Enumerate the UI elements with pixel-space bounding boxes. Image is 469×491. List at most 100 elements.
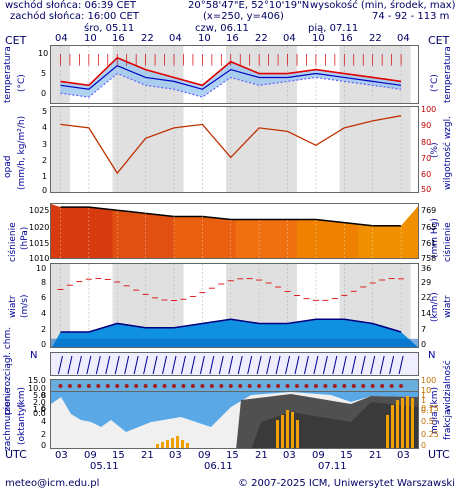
hour-bot-8: 03 [283,450,296,461]
wind-tick-6: 6 [41,293,47,302]
wind-arrow [199,355,205,375]
pressure-column [112,204,129,258]
temp-tick-5: 5 [41,69,47,78]
night-band [226,107,297,192]
wind-arrow [67,355,73,375]
wind-arrow [95,355,101,375]
hour-bot-10: 15 [340,450,353,461]
wind-arrow [332,355,338,375]
cloud-top-dot [200,384,205,388]
humidity-tick-80: 80 [421,138,432,147]
hour-top-3: 22 [141,33,154,44]
precip-tick-2: 2 [42,156,48,165]
fog-tick-05: 0.5 [421,417,434,426]
hour-bot-7: 21 [255,450,268,461]
wind-arrow [209,355,215,375]
day-label-3: pią, 07.11 [308,23,359,34]
fog-bar [181,440,184,448]
contact-email[interactable]: meteo@icm.edu.pl [5,478,100,489]
cloud-top-dot [181,384,186,388]
winddir-bg [51,353,418,375]
clouds-tick-4: 4 [41,417,47,426]
wind-tick-0-kmh: 0 [421,340,427,349]
cloud-top-dot [190,384,195,388]
fog-bar [396,400,399,448]
fog-bar [276,420,279,448]
cloud-top-dot [238,384,243,388]
wind-arrow [228,355,234,375]
cloud-top-dot [370,384,375,388]
humidity-unit-right: (%) [430,142,440,158]
vis-tick-01: 0.1 [421,406,434,415]
wind-panel [50,263,419,348]
cloud-top-dot [105,384,110,388]
wind-tick-22: 22 [421,293,432,302]
fog-bar [296,420,299,448]
hour-top-10: 16 [340,33,353,44]
hour-bot-11: 21 [369,450,382,461]
precip-unit-left: (mm/h, kg/m²/h) [17,115,27,190]
fog-bar [171,438,174,448]
wind-arrow [285,355,291,375]
compass-label-right: N [428,351,435,361]
cloud-top-dot [67,384,72,388]
wind-label-right: wiatr [443,295,453,318]
sunrise-text: wschód słońca: 06:39 CET [5,0,136,11]
wind-tick-0: 0 [41,340,47,349]
altitude-value: 74 - 92 - 113 m [372,11,450,22]
wind-arrow [152,355,158,375]
cloud-top-dot [209,384,214,388]
cloud-top-dot [247,384,252,388]
day-label-2: czw, 06.11 [195,23,249,34]
fog-bar [291,412,294,448]
wind-arrow [105,355,111,375]
cloud-top-dot [351,384,356,388]
wind-tick-7: 7 [421,325,427,334]
pressure-tick-758: 758 [421,254,437,263]
pressure-column [81,204,99,258]
wind-label-left: wiatr [8,295,18,318]
cloud-top-dot [86,384,91,388]
pressure-tick-1020: 1020 [29,223,50,232]
wind-arrow [143,355,149,375]
day-bot-1: 05.11 [90,461,119,472]
pressure-tick-765: 765 [421,223,437,232]
precip-tick-3: 3 [42,140,48,149]
wind-arrow [76,355,82,375]
cloud-top-dot [285,384,290,388]
fog-bar [391,405,394,448]
fog-bar [156,444,159,448]
fog-tick-0: 0 [421,441,427,450]
hour-top-11: 22 [369,33,382,44]
fog-label-right: frakcja [443,409,453,440]
fog-tick-1: 1 [421,391,427,400]
cloud-top-dot [172,384,176,388]
night-band [112,107,184,192]
pressure-column [66,204,83,258]
wind-arrow [86,355,92,375]
clouds-tick-0: 0 [41,441,47,450]
cloud-top-dot [361,384,366,388]
wind-direction-panel [50,352,419,376]
pressure-label-right: ciśnienie [443,222,453,262]
grid-text: (x=250, y=406) [203,11,284,22]
hour-top-5: 10 [198,33,211,44]
hour-top-0: 04 [55,33,68,44]
wind-arrow [114,355,120,375]
wind-arrow [133,355,139,375]
cloud-top-dot [276,384,281,388]
temp-unit-right: (°C) [430,74,440,92]
wind-arrow [218,355,224,375]
pressure-column [97,204,114,258]
cloud-top-dot [257,384,262,388]
day-bot-3: 07.11 [318,461,347,472]
wind-arrow [237,355,243,375]
cloud-top-dot [342,384,347,388]
wind-arrow [370,355,376,375]
wind-arrow [313,355,319,375]
cb-tick-15: 15.0 [28,376,46,385]
hour-bot-1: 09 [84,450,97,461]
cloud-top-dot [332,384,337,388]
wind-arrow [266,355,272,375]
wind-unit-left: (m/s) [20,294,30,318]
